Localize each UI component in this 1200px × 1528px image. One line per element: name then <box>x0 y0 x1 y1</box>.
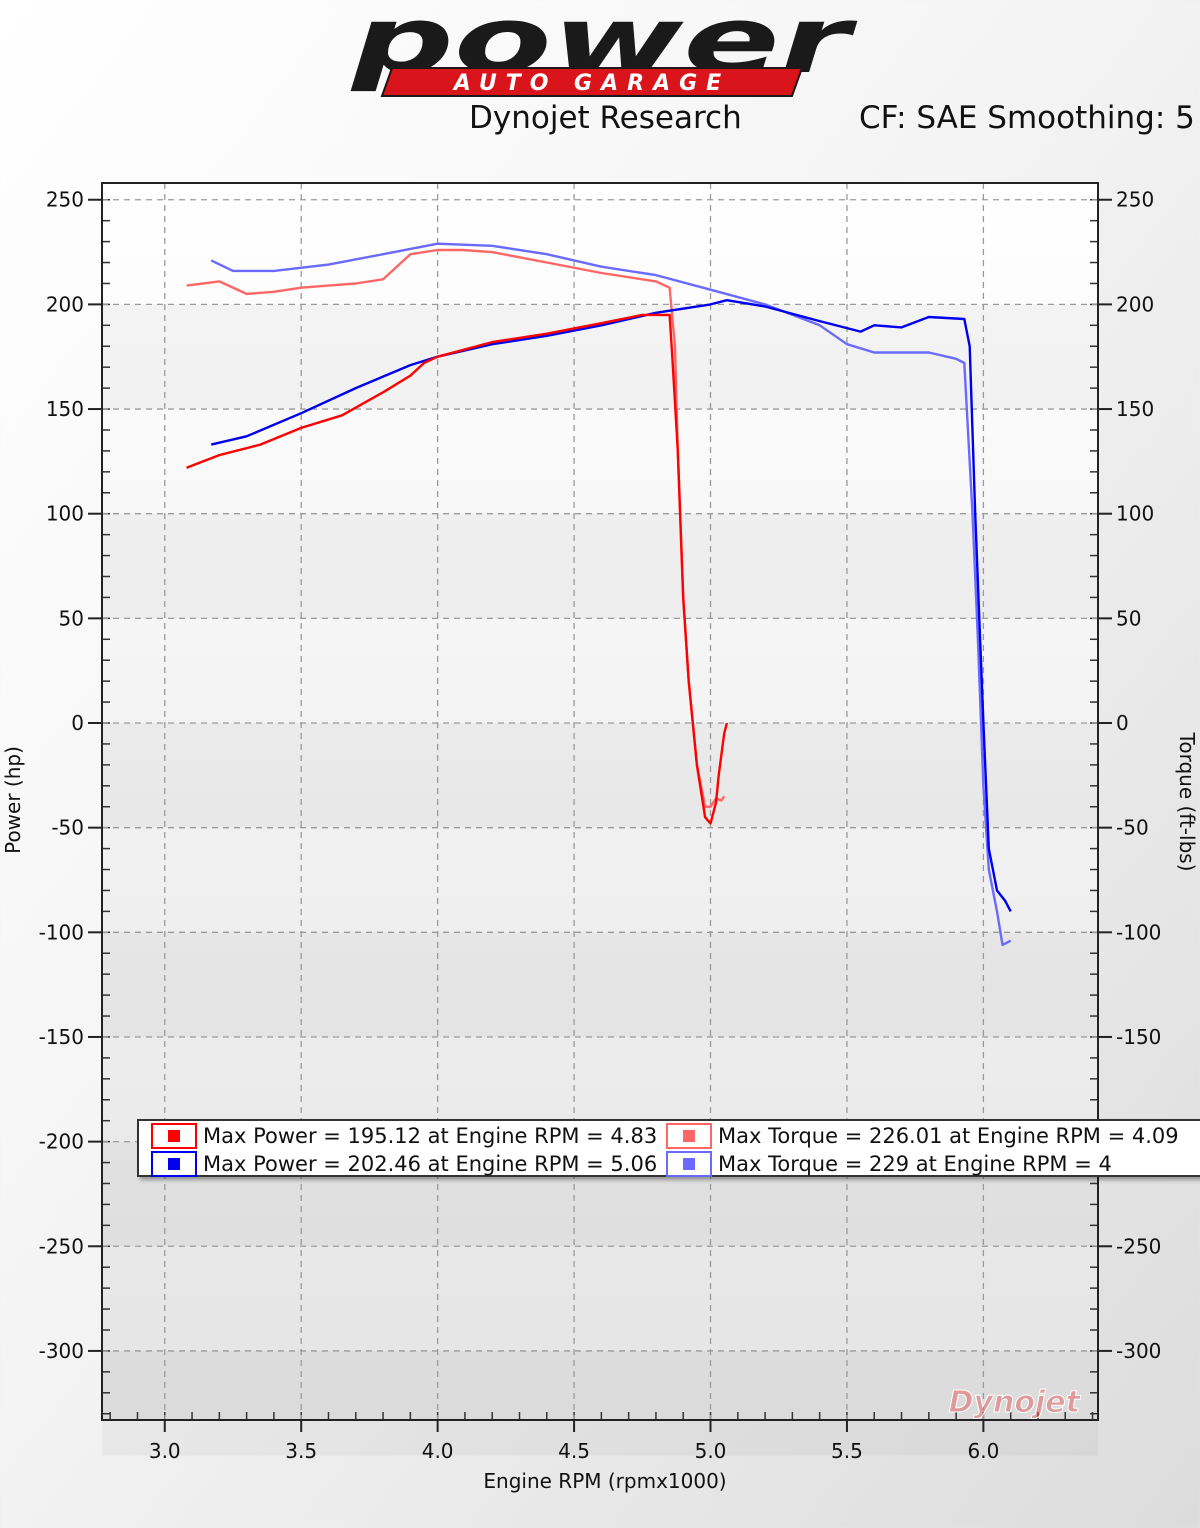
x-tick-label: 3.0 <box>149 1439 181 1463</box>
x-tick-label: 3.5 <box>285 1439 317 1463</box>
x-tick-label: 4.5 <box>558 1439 590 1463</box>
legend-item-run2-torque: Max Torque = 229 at Engine RPM = 4 <box>666 1150 1112 1178</box>
series-line-1 <box>210 299 1012 912</box>
y2-tick-label: 200 <box>1116 292 1154 316</box>
y-tick-label: 100 <box>46 502 84 526</box>
logo-red-banner <box>380 67 804 97</box>
legend-swatch <box>151 1151 197 1177</box>
header-dynojet-research: Dynojet Research <box>469 100 742 136</box>
y-tick-label: -50 <box>51 816 84 840</box>
x-tick-label: 6.0 <box>967 1439 999 1463</box>
series-line-0 <box>186 313 729 825</box>
y-tick-label: 0 <box>71 711 84 735</box>
y2-tick-label: 100 <box>1116 502 1154 526</box>
y2-tick-label: 0 <box>1116 711 1129 735</box>
grid-band <box>102 723 1098 828</box>
legend-item-run1-power: Max Power = 195.12 at Engine RPM = 4.83 <box>151 1122 657 1150</box>
legend-swatch <box>666 1151 712 1177</box>
y2-tick-label: -300 <box>1116 1339 1161 1363</box>
dynojet-watermark: Dynojet <box>949 1385 1082 1420</box>
legend-swatch <box>151 1123 197 1149</box>
series-line-2 <box>186 248 726 808</box>
legend-item-run2-power: Max Power = 202.46 at Engine RPM = 5.06 <box>151 1150 657 1178</box>
plot-border <box>101 182 1099 1421</box>
y-tick-label: 150 <box>46 397 84 421</box>
y-tick-label: -150 <box>39 1025 84 1049</box>
x-tick-label: 5.0 <box>695 1439 727 1463</box>
legend-label: Max Power = 202.46 at Engine RPM = 5.06 <box>203 1152 658 1176</box>
legend-label: Max Torque = 226.01 at Engine RPM = 4.09 <box>718 1124 1179 1148</box>
y-tick-label: -100 <box>39 920 84 944</box>
y2-axis-title: Torque (ft-lbs) <box>1175 732 1199 872</box>
legend-label: Max Power = 195.12 at Engine RPM = 4.83 <box>203 1124 658 1148</box>
legend-swatch <box>666 1123 712 1149</box>
y2-tick-label: -150 <box>1116 1025 1161 1049</box>
grid-band <box>102 514 1098 619</box>
legend-label: Max Torque = 229 at Engine RPM = 4 <box>718 1152 1112 1176</box>
y2-tick-label: -50 <box>1116 816 1149 840</box>
y2-tick-label: -250 <box>1116 1234 1161 1258</box>
plot-area <box>102 183 1098 1420</box>
y-tick-label: 50 <box>59 606 84 630</box>
series-line-3 <box>210 242 1012 947</box>
power-auto-garage-logo: power AUTO GARAGE <box>350 0 859 97</box>
y-tick-label: 200 <box>46 292 84 316</box>
y2-tick-label: 50 <box>1116 606 1141 630</box>
y-tick-label: -250 <box>39 1234 84 1258</box>
y2-tick-label: 150 <box>1116 397 1154 421</box>
y-tick-label: 250 <box>46 188 84 212</box>
x-tick-label: 4.0 <box>422 1439 454 1463</box>
x-tick-label: 5.5 <box>831 1439 863 1463</box>
legend-item-run1-torque: Max Torque = 226.01 at Engine RPM = 4.09 <box>666 1122 1179 1150</box>
y2-tick-label: 250 <box>1116 188 1154 212</box>
y-tick-label: -300 <box>39 1339 84 1363</box>
header-correction-smoothing: CF: SAE Smoothing: 5 <box>859 100 1195 136</box>
y-tick-label: -200 <box>39 1130 84 1154</box>
chart-legend: Max Power = 195.12 at Engine RPM = 4.83 … <box>137 1119 1200 1177</box>
logo-sub-text: AUTO GARAGE <box>452 71 730 96</box>
x-axis-title: Engine RPM (rpmx1000) <box>483 1469 726 1493</box>
grid-band <box>102 932 1098 1037</box>
y-axis-title: Power (hp) <box>1 746 25 854</box>
y2-tick-label: -100 <box>1116 920 1161 944</box>
